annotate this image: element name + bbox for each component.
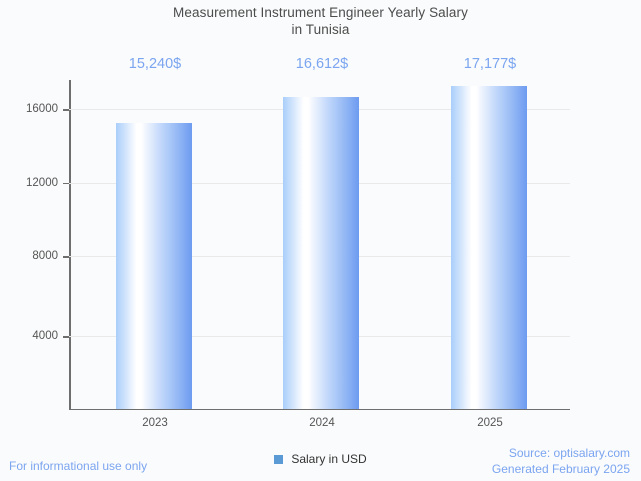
y-tick-label-8000: 8000 <box>32 250 58 263</box>
chart-legend: Salary in USD <box>0 452 641 466</box>
source-block: Source: optisalary.com Generated Februar… <box>492 445 630 477</box>
x-axis-line <box>69 408 570 410</box>
y-tick-label-16000: 16000 <box>26 103 58 115</box>
y-axis-line <box>69 80 71 410</box>
y-tick-label-4000: 4000 <box>32 330 58 342</box>
value-label-2024: 16,612$ <box>295 56 349 72</box>
y-tick-mark-4000 <box>63 336 69 338</box>
y-tick-mark-12000 <box>63 182 69 185</box>
chart-title: Measurement Instrument Engineer Yearly S… <box>173 5 468 37</box>
value-label-2025: 17,177$ <box>463 56 517 72</box>
y-tick-label-12000: 12000 <box>26 176 58 189</box>
legend-item-salary-in-usd[interactable]: Salary in USD <box>274 452 367 466</box>
generated-text: Generated February 2025 <box>491 462 630 476</box>
value-label-2023: 15,240$ <box>128 56 182 72</box>
bar-2023[interactable] <box>116 123 192 409</box>
disclaimer-text: For informational use only <box>9 459 148 473</box>
y-tick-mark-8000 <box>63 256 69 258</box>
source-text: Source: optisalary.com <box>508 446 630 460</box>
bar-2025[interactable] <box>451 86 527 409</box>
legend-item-label: Salary in USD <box>291 452 367 466</box>
plot-area: 16000 12000 8000 4000 <box>26 80 570 409</box>
x-tick-label-2025: 2025 <box>477 417 503 429</box>
x-tick-label-2024: 2024 <box>309 417 335 429</box>
bar-2024[interactable] <box>283 97 359 409</box>
x-tick-label-2023: 2023 <box>142 417 168 429</box>
y-tick-mark-16000 <box>63 109 69 111</box>
legend-swatch-icon <box>274 454 284 464</box>
